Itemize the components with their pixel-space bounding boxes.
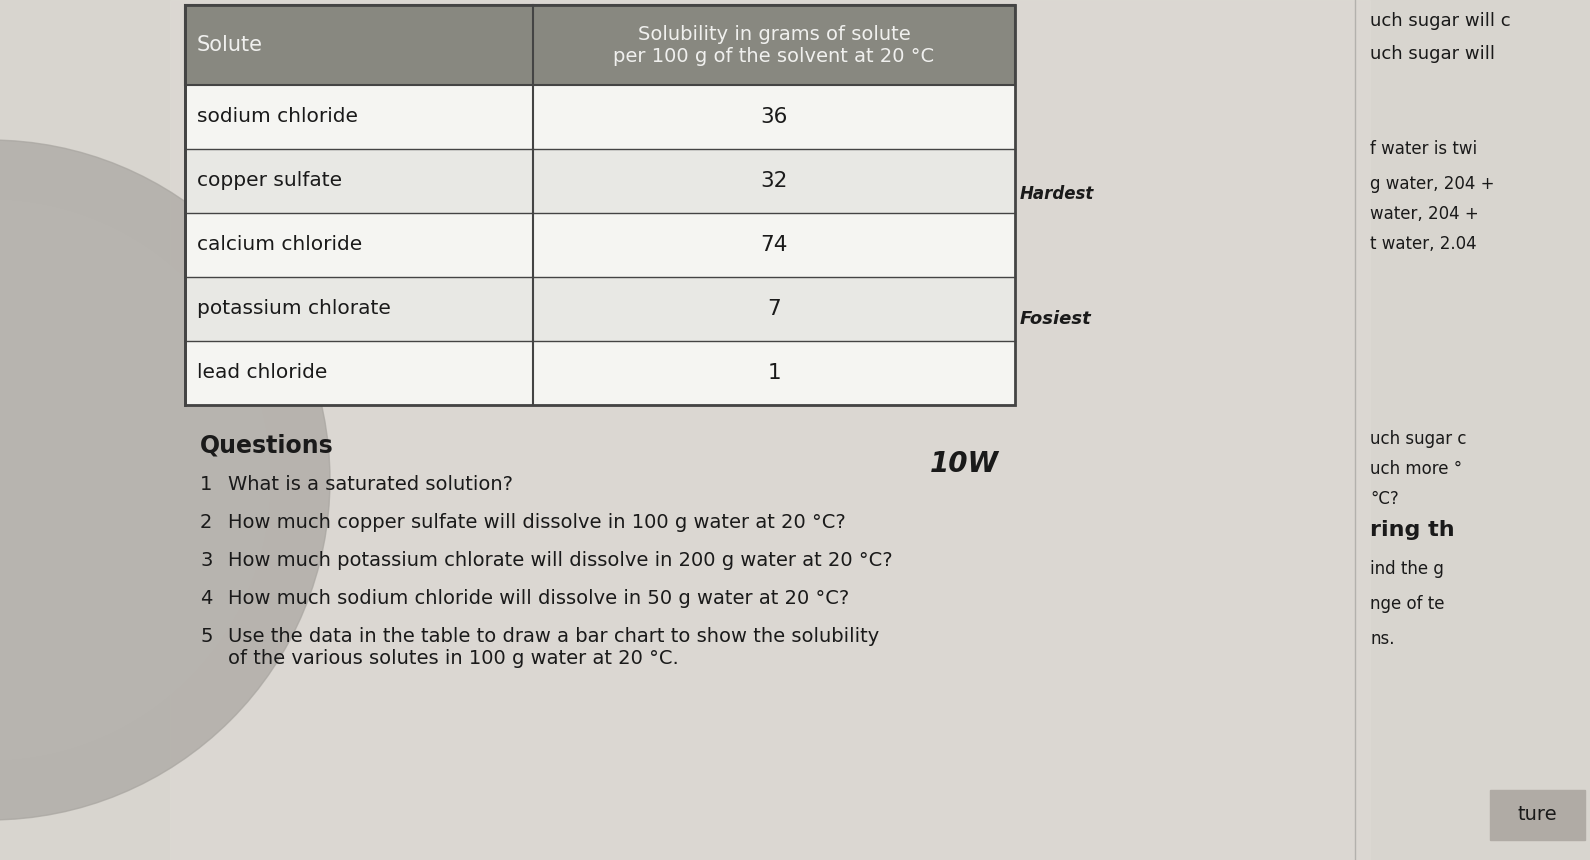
Text: uch more °: uch more ° — [1371, 460, 1463, 478]
Text: ns.: ns. — [1371, 630, 1394, 648]
Text: ind the g: ind the g — [1371, 560, 1444, 578]
Text: lead chloride: lead chloride — [197, 364, 328, 383]
Text: 1: 1 — [200, 475, 213, 494]
Bar — [184, 149, 1014, 213]
Text: uch sugar will: uch sugar will — [1371, 45, 1495, 63]
Text: 2: 2 — [200, 513, 213, 532]
Bar — [184, 85, 1014, 149]
Bar — [184, 5, 1014, 405]
Bar — [184, 213, 1014, 277]
Text: °C?: °C? — [1371, 490, 1399, 508]
Text: What is a saturated solution?: What is a saturated solution? — [227, 475, 514, 494]
Text: Fosiest: Fosiest — [1021, 310, 1092, 328]
Text: potassium chlorate: potassium chlorate — [197, 299, 391, 318]
Text: ture: ture — [1518, 806, 1557, 825]
Text: ring th: ring th — [1371, 520, 1455, 540]
Text: 32: 32 — [760, 171, 787, 191]
Text: calcium chloride: calcium chloride — [197, 236, 363, 255]
Circle shape — [0, 140, 331, 820]
Text: 5: 5 — [200, 627, 213, 646]
Circle shape — [0, 200, 270, 760]
Text: f water is twi: f water is twi — [1371, 140, 1477, 158]
Text: Hardest: Hardest — [1021, 185, 1094, 203]
Text: Solubility in grams of solute
per 100 g of the solvent at 20 °C: Solubility in grams of solute per 100 g … — [614, 24, 935, 65]
Text: t water, 2.04: t water, 2.04 — [1371, 235, 1477, 253]
Text: Use the data in the table to draw a bar chart to show the solubility
of the vari: Use the data in the table to draw a bar … — [227, 627, 879, 668]
Text: 7: 7 — [766, 299, 781, 319]
Text: 74: 74 — [760, 235, 787, 255]
Text: uch sugar will c: uch sugar will c — [1371, 12, 1510, 30]
Bar — [184, 341, 1014, 405]
Text: 4: 4 — [200, 589, 213, 608]
Text: 3: 3 — [200, 551, 213, 570]
Bar — [184, 5, 1014, 85]
Bar — [170, 0, 1371, 860]
Text: sodium chloride: sodium chloride — [197, 108, 358, 126]
Text: 36: 36 — [760, 107, 787, 127]
Bar — [184, 277, 1014, 341]
Text: How much copper sulfate will dissolve in 100 g water at 20 °C?: How much copper sulfate will dissolve in… — [227, 513, 846, 532]
Text: water, 204 +: water, 204 + — [1371, 205, 1479, 223]
Text: copper sulfate: copper sulfate — [197, 171, 342, 191]
Text: 1: 1 — [768, 363, 781, 383]
Bar — [1490, 790, 1585, 840]
Bar — [184, 5, 1014, 85]
Text: uch sugar c: uch sugar c — [1371, 430, 1466, 448]
Text: Solute: Solute — [197, 35, 262, 55]
Text: How much sodium chloride will dissolve in 50 g water at 20 °C?: How much sodium chloride will dissolve i… — [227, 589, 849, 608]
Text: g water, 204 +: g water, 204 + — [1371, 175, 1495, 193]
Text: nge of te: nge of te — [1371, 595, 1444, 613]
Text: How much potassium chlorate will dissolve in 200 g water at 20 °C?: How much potassium chlorate will dissolv… — [227, 551, 892, 570]
Text: 10W: 10W — [930, 450, 999, 478]
Text: Questions: Questions — [200, 433, 334, 457]
